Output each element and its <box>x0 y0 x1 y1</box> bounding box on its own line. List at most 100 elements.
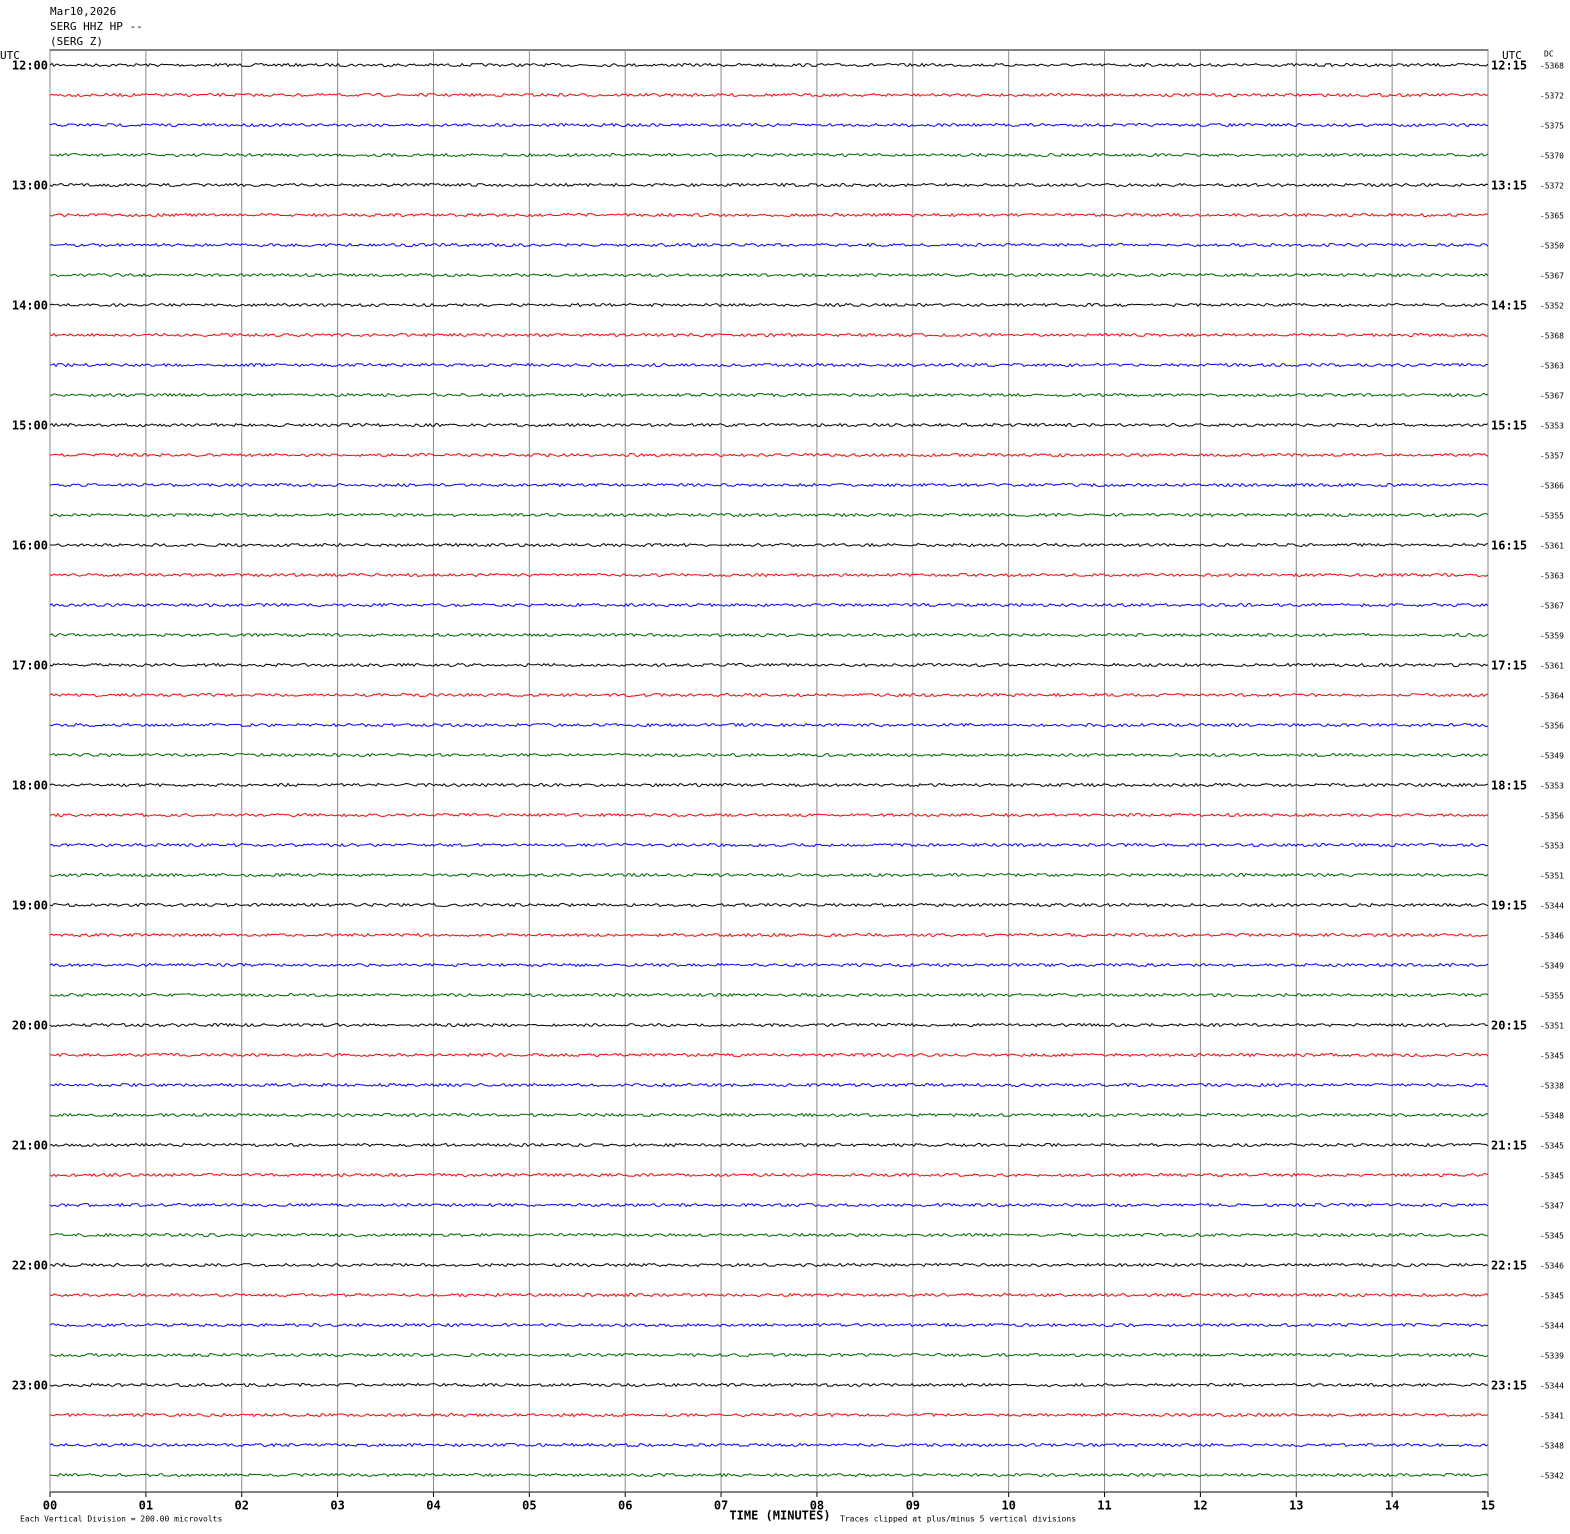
trace <box>50 1082 1489 1088</box>
trace <box>49 932 1489 938</box>
dc-value: -5375 <box>1540 122 1564 131</box>
left-time-label: 13:00 <box>12 179 48 193</box>
trace <box>49 992 1489 998</box>
left-time-label: 18:00 <box>12 779 48 793</box>
dc-value: -5353 <box>1540 422 1564 431</box>
dc-value: -5345 <box>1540 1232 1564 1241</box>
right-time-label: 19:15 <box>1491 899 1527 913</box>
right-time-label: 21:15 <box>1491 1139 1527 1153</box>
left-time-label: 21:00 <box>12 1139 48 1153</box>
trace <box>49 512 1489 518</box>
trace <box>49 812 1489 818</box>
dc-value: -5370 <box>1540 152 1564 161</box>
trace <box>49 662 1489 668</box>
trace <box>49 1412 1489 1418</box>
right-axis-label: UTC <box>1502 49 1522 62</box>
trace <box>49 122 1489 128</box>
dc-value: -5363 <box>1540 572 1564 581</box>
dc-value: -5349 <box>1540 752 1564 761</box>
left-time-label: 16:00 <box>12 539 48 553</box>
dc-value: -5350 <box>1540 242 1564 251</box>
trace <box>49 272 1489 278</box>
trace <box>49 422 1489 428</box>
dc-value: -5367 <box>1540 272 1564 281</box>
x-axis-label: TIME (MINUTES) <box>729 1509 830 1523</box>
dc-value: -5361 <box>1540 662 1564 671</box>
left-axis-label: UTC <box>0 49 20 62</box>
x-tick-label: 09 <box>906 1499 920 1513</box>
trace <box>49 1022 1489 1028</box>
trace <box>49 62 1489 68</box>
trace <box>49 1442 1489 1448</box>
dc-value: -5339 <box>1540 1352 1564 1361</box>
dc-value: -5346 <box>1540 1262 1564 1271</box>
dc-value: -5353 <box>1540 782 1564 791</box>
left-time-label: 14:00 <box>12 299 48 313</box>
footer-left: Each Vertical Division = 200.00 microvol… <box>20 1515 222 1524</box>
trace <box>49 572 1489 578</box>
trace <box>49 872 1489 878</box>
dc-value: -5348 <box>1540 1442 1564 1451</box>
trace <box>49 182 1489 188</box>
left-time-label: 23:00 <box>12 1379 48 1393</box>
trace <box>49 1262 1489 1268</box>
trace <box>49 1232 1488 1238</box>
x-tick-label: 14 <box>1385 1499 1399 1513</box>
trace <box>49 362 1489 368</box>
x-tick-label: 11 <box>1097 1499 1111 1513</box>
left-time-label: 20:00 <box>12 1019 48 1033</box>
dc-value: -5352 <box>1540 302 1564 311</box>
dc-value: -5366 <box>1540 482 1564 491</box>
dc-value: -5344 <box>1540 1382 1564 1391</box>
trace <box>49 602 1489 608</box>
trace <box>49 1352 1489 1358</box>
dc-value: -5367 <box>1540 392 1564 401</box>
dc-value: -5345 <box>1540 1142 1564 1151</box>
title-line: Mar10,2026 <box>50 5 116 18</box>
trace <box>49 1172 1489 1178</box>
right-time-label: 14:15 <box>1491 299 1527 313</box>
x-tick-label: 06 <box>618 1499 632 1513</box>
trace <box>49 1472 1489 1478</box>
trace <box>49 1202 1489 1208</box>
x-tick-label: 00 <box>43 1499 57 1513</box>
x-tick-label: 15 <box>1481 1499 1495 1513</box>
x-tick-label: 02 <box>235 1499 249 1513</box>
dc-value: -5359 <box>1540 632 1564 641</box>
dc-value: -5361 <box>1540 542 1564 551</box>
x-tick-label: 07 <box>714 1499 728 1513</box>
dc-value: -5363 <box>1540 362 1564 371</box>
dc-value: -5349 <box>1540 962 1564 971</box>
right-time-label: 12:15 <box>1491 59 1527 73</box>
trace <box>49 392 1489 398</box>
trace <box>49 692 1489 698</box>
x-tick-label: 01 <box>139 1499 153 1513</box>
trace <box>49 842 1489 848</box>
dc-value: -5345 <box>1540 1292 1564 1301</box>
dc-value: -5355 <box>1540 512 1564 521</box>
dc-value: -5344 <box>1540 1322 1564 1331</box>
left-time-label: 22:00 <box>12 1259 48 1273</box>
dc-value: -5365 <box>1540 212 1564 221</box>
trace <box>49 332 1489 338</box>
trace <box>49 212 1489 218</box>
trace <box>49 1142 1489 1148</box>
x-tick-label: 13 <box>1289 1499 1303 1513</box>
x-tick-label: 08 <box>810 1499 824 1513</box>
trace <box>49 1112 1489 1118</box>
dc-value: -5341 <box>1540 1412 1564 1421</box>
trace <box>49 1382 1489 1388</box>
dc-value: -5351 <box>1540 872 1564 881</box>
trace <box>50 452 1489 458</box>
dc-value: -5347 <box>1540 1202 1564 1211</box>
x-tick-label: 03 <box>330 1499 344 1513</box>
title-line: SERG HHZ HP -- <box>50 20 143 33</box>
trace <box>49 1292 1489 1298</box>
dc-value: -5368 <box>1540 62 1564 71</box>
trace <box>50 542 1489 548</box>
trace <box>49 1322 1489 1328</box>
left-time-label: 19:00 <box>12 899 48 913</box>
dc-value: -5356 <box>1540 722 1564 731</box>
plot-frame <box>49 49 1489 1493</box>
